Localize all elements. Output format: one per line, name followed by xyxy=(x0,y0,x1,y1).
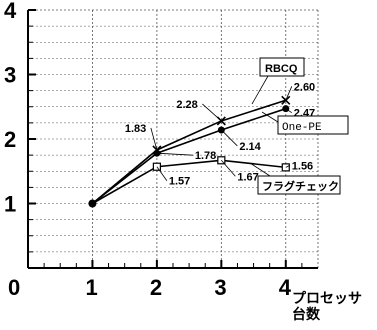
data-label: 1.57 xyxy=(169,176,190,188)
x-tick-label: 3 xyxy=(214,275,226,300)
data-label: 2.14 xyxy=(239,141,261,153)
data-label-leader xyxy=(221,129,238,147)
x-tick-label: 2 xyxy=(150,275,162,300)
legend-label-onepe: One-PE xyxy=(282,122,322,134)
y-tick-label: 2 xyxy=(4,127,16,152)
data-label: 1.67 xyxy=(237,171,258,183)
series-line-2 xyxy=(92,159,286,205)
data-label: 2.28 xyxy=(176,99,197,111)
y-tick-label: 1 xyxy=(4,192,16,217)
data-label-leader xyxy=(202,103,222,122)
data-label-leader xyxy=(156,166,168,181)
series-line-1 xyxy=(91,107,287,205)
series-line-0 xyxy=(91,99,287,205)
origin-point-marker xyxy=(88,199,97,208)
legend-leader-onepe xyxy=(261,111,279,123)
x-tick-label: 1 xyxy=(85,275,97,300)
data-label: 1.83 xyxy=(125,123,146,135)
legend-label-rbcq: RBCQ xyxy=(265,63,298,75)
data-label-leader xyxy=(150,127,158,151)
legend-leader-flagcheck xyxy=(249,162,271,177)
data-label-leader xyxy=(221,160,236,177)
data-label-leader xyxy=(285,165,290,168)
data-label: 1.78 xyxy=(195,150,216,162)
data-label-leader xyxy=(285,86,293,101)
legend-leader-rbcq xyxy=(251,75,269,105)
y-tick-label: 3 xyxy=(4,63,16,88)
data-label-leader xyxy=(285,108,292,114)
x-axis-label-line1: プロセッサ xyxy=(292,290,362,306)
data-label: 2.60 xyxy=(294,81,315,93)
x-axis-label-line2: 台数 xyxy=(292,306,321,322)
legend-box-onepe xyxy=(277,115,349,135)
y-tick-label: 4 xyxy=(4,0,17,23)
x-tick-label: 0 xyxy=(8,275,20,300)
x-tick-label: 4 xyxy=(279,275,292,300)
legend-box-rbcq xyxy=(259,57,305,77)
legend-label-flagcheck: フラグチェック xyxy=(262,179,339,193)
data-label: 1.56 xyxy=(292,160,313,172)
data-label-leader xyxy=(156,152,193,156)
legend-box-flagcheck xyxy=(257,175,341,195)
